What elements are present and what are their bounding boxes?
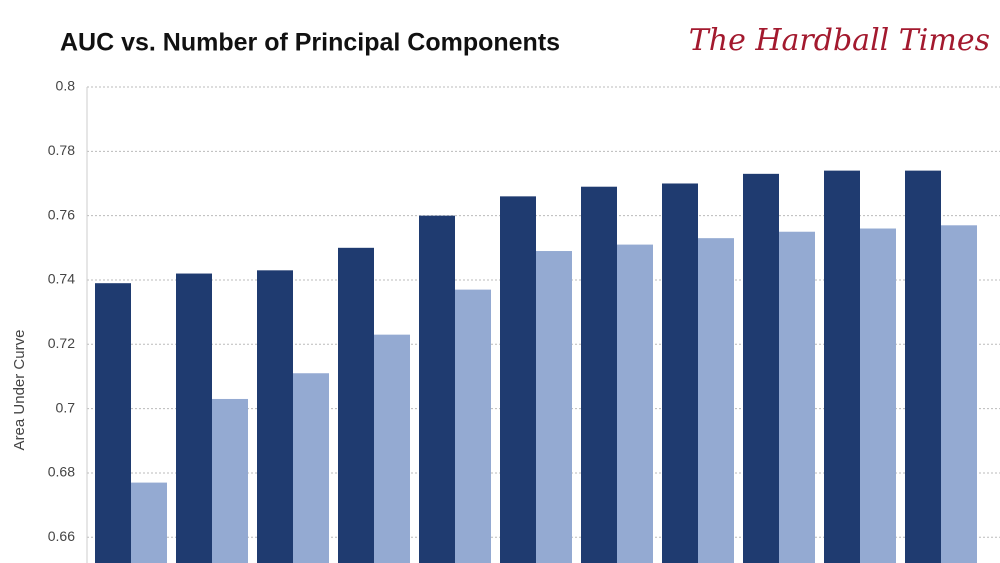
bar xyxy=(95,283,131,563)
bar xyxy=(536,251,572,563)
bar xyxy=(698,238,734,563)
bar xyxy=(293,373,329,563)
y-tick-label: 0.66 xyxy=(48,528,75,544)
bar xyxy=(581,186,617,563)
y-tick-label: 0.74 xyxy=(48,271,75,287)
y-axis-label: Area Under Curve xyxy=(11,330,28,451)
bar xyxy=(212,398,248,563)
bar xyxy=(905,170,941,563)
y-tick-label: 0.8 xyxy=(56,78,76,94)
bar xyxy=(500,196,536,563)
y-tick-label: 0.78 xyxy=(48,142,75,158)
bar xyxy=(824,170,860,563)
y-tick-label: 0.72 xyxy=(48,335,75,351)
y-tick-label: 0.76 xyxy=(48,206,75,222)
bar xyxy=(419,215,455,563)
y-tick-label: 0.68 xyxy=(48,464,75,480)
chart-title: AUC vs. Number of Principal Components xyxy=(60,29,560,57)
bar xyxy=(374,334,410,563)
bar xyxy=(338,247,374,563)
bar xyxy=(617,244,653,563)
bar xyxy=(131,482,167,563)
y-tick-label: 0.7 xyxy=(56,399,76,415)
bar xyxy=(176,273,212,563)
bar xyxy=(779,231,815,563)
bar xyxy=(662,183,698,563)
bar xyxy=(941,225,977,563)
bar xyxy=(257,270,293,563)
bar xyxy=(455,289,491,563)
bar xyxy=(743,173,779,563)
bar xyxy=(860,228,896,563)
logo: The Hardball Times xyxy=(689,23,990,58)
